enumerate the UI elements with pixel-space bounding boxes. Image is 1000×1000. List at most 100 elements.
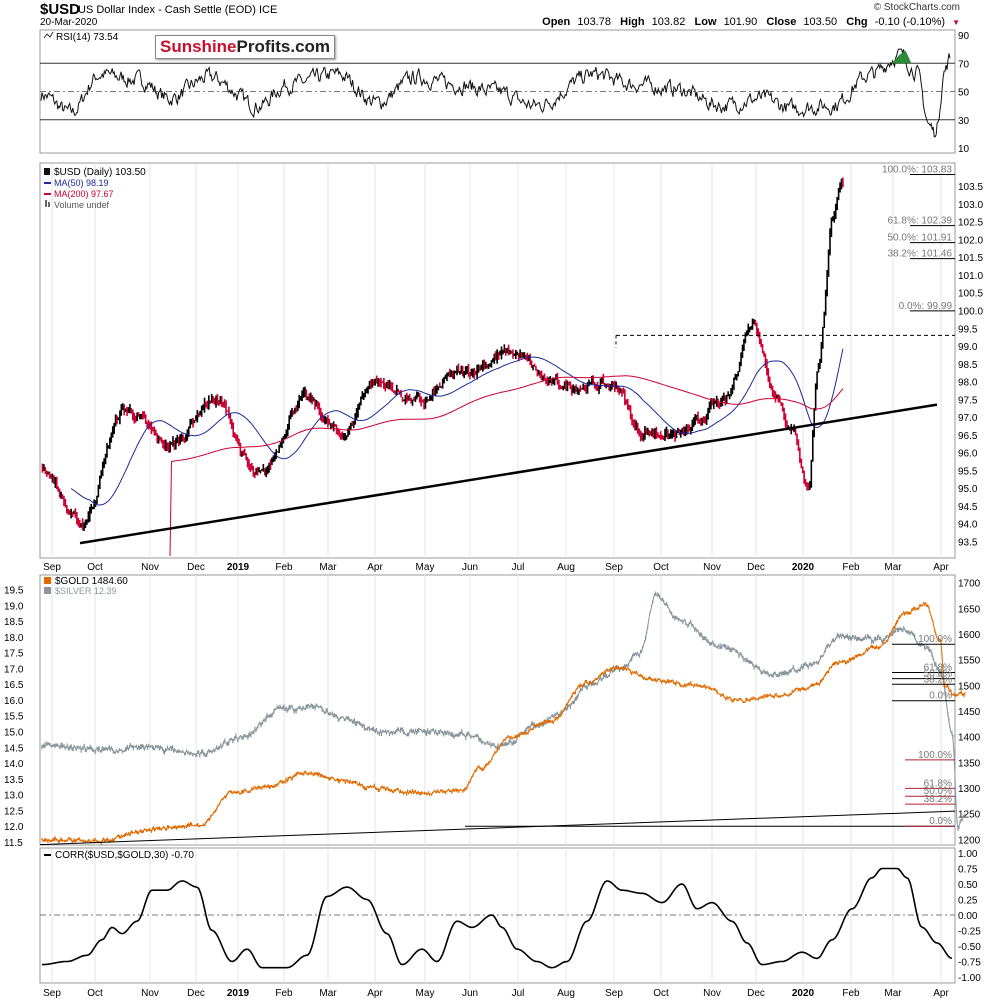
gold-silver-layer: 19.5 19.0 18.5 18.0 17.5 17.0 16.5 16.0 15.5 15.0… [4,579,981,849]
x-tick-label-corr: Feb [842,988,860,999]
usd-y-tick: 101.0 [958,271,983,282]
x-tick-label-usd: May [416,562,435,573]
rsi-y-tick: 90 [958,31,970,42]
usd-y-tick: 93.5 [958,537,978,548]
rsi-y-tick: 10 [958,144,970,155]
silver-fib-label: 38.2% [924,794,952,805]
silver-y-tick: 11.5 [4,838,23,849]
corr-y-tick: 0.25 [958,896,978,907]
chg-down-icon: ▼ [952,18,960,27]
silver-y-tick: 16.0 [4,696,24,707]
silver-y-tick: 18.5 [4,617,24,628]
gold-fib-label: 50.0% [924,669,952,680]
x-tick-label-usd: Oct [653,562,669,573]
silver-fib-label: 0.0% [929,816,952,827]
usd-y-tick: 99.5 [958,324,978,335]
gold-silver-panel [39,574,956,846]
gold-line [41,601,966,845]
x-tick-label-corr: 2019 [227,988,250,999]
sunshine-profits-logo: SunshineProfits.com [155,35,336,59]
open-label: Open [542,16,571,28]
ohlc-readout: Open 103.78 High 103.82 Low 101.90 Close… [542,16,960,28]
gold-y-tick: 1650 [958,604,981,615]
silver-y-tick: 19.0 [4,601,24,612]
usd-y-tick: 100.0 [958,307,983,318]
gold-line-path [41,602,966,844]
usd-y-tick: 103.0 [958,200,983,211]
usd-fib-label: 38.2%: 101.46 [888,249,953,260]
x-tick-label-corr: Jun [462,988,478,999]
corr-y-tick: 0.00 [958,911,978,922]
silver-y-tick: 14.0 [4,759,24,770]
silver-y-tick: 18.0 [4,633,24,644]
x-tick-label-usd: Jul [512,562,525,573]
x-tick-label-corr: Mar [319,988,337,999]
rsi-y-tick: 50 [958,88,970,99]
x-tick-label-corr: Sep [605,988,623,999]
volume-legend-swatch [45,200,47,207]
usd-y-tick: 98.5 [958,360,978,371]
x-tick-label-usd: Dec [747,562,765,573]
corr-y-tick: -0.75 [958,958,981,969]
close-value: 103.50 [803,16,838,28]
usd-y-tick: 97.5 [958,395,978,406]
gold-y-tick: 1500 [958,681,981,692]
usd-y-tick: 94.5 [958,502,978,513]
silver-legend-swatch [44,587,51,594]
corr-y-tick: -1.00 [958,973,981,984]
x-tick-label-usd: 2020 [792,562,815,573]
chg-value: -0.10 (-0.10%) [874,16,946,28]
rsi-line [40,48,951,138]
usd-y-tick: 97.0 [958,413,978,424]
x-tick-label-usd: Apr [367,562,383,573]
x-tick-label-corr: Feb [275,988,293,999]
symbol-description: US Dollar Index - Cash Settle (EOD) ICE [78,4,278,16]
x-tick-label-usd: Nov [141,562,159,573]
silver-y-tick: 13.0 [4,791,24,802]
gold-y-tick: 1350 [958,758,981,769]
x-tick-label-corr: Oct [653,988,669,999]
gold-fib-label: 100.0% [918,634,952,645]
corr-y-tick: -0.50 [958,942,981,953]
gold-fib-label: 38.2% [924,674,952,685]
rsi-legend-icon [43,31,54,39]
silver-line [41,591,966,831]
silver-y-tick: 15.0 [4,728,24,739]
x-tick-label-usd: Feb [275,562,293,573]
gold-y-tick: 1400 [958,733,981,744]
silver-y-tick: 16.5 [4,680,24,691]
usd-y-tick: 102.5 [958,218,983,229]
chart-date: 20-Mar-2020 [40,17,98,28]
x-tick-label-corr: May [416,988,435,999]
x-tick-label-usd: Sep [605,562,623,573]
x-tick-label-corr: Dec [187,988,205,999]
high-value: 103.82 [651,16,686,28]
x-axis-labels: Sep Sep Oct Oct Nov Nov Dec Dec 2019 2019 Feb Feb Ma… [43,562,949,999]
silver-y-tick: 15.5 [4,712,24,723]
x-tick-label-usd: Feb [842,562,860,573]
usd-y-tick: 94.0 [958,520,978,531]
x-tick-label-corr: Jul [512,988,525,999]
x-tick-label-usd: Oct [87,562,103,573]
high-label: High [620,16,645,28]
x-tick-label-usd: Mar [319,562,337,573]
x-tick-label-usd: Sep [43,562,61,573]
rsi-layer: 90 70 50 30 10 [40,31,970,155]
corr-y-tick: 0.50 [958,880,978,891]
stockcharts-credit[interactable]: © StockCharts.com [873,2,960,13]
x-tick-label-corr: 2020 [792,988,815,999]
silver-y-tick: 17.5 [4,649,24,660]
gold-y-tick: 1700 [958,579,981,590]
chg-label: Chg [846,16,868,28]
x-tick-label-corr: Apr [367,988,383,999]
x-tick-label-usd: Mar [884,562,902,573]
silver-fib-label: 100.0% [918,750,952,761]
usd-legend: $USD (Daily) 103.50 [54,167,146,178]
low-label: Low [694,16,717,28]
x-tick-label-usd: Aug [557,562,575,573]
usd-y-tick: 101.5 [958,253,983,264]
rsi-overbought-fill [891,50,912,64]
rsi-y-tick: 30 [958,116,970,127]
gold-legend-swatch [44,577,51,584]
x-tick-label-usd: Apr [933,562,949,573]
